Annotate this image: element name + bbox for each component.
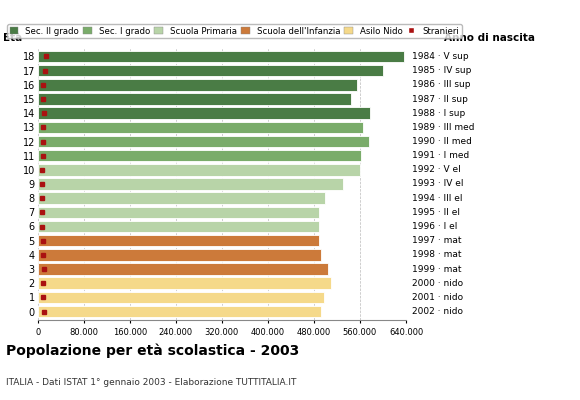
- Text: 2001 · nido: 2001 · nido: [412, 293, 463, 302]
- Text: Popolazione per età scolastica - 2003: Popolazione per età scolastica - 2003: [6, 344, 299, 358]
- Text: 1988 · I sup: 1988 · I sup: [412, 109, 466, 118]
- Text: 1985 · IV sup: 1985 · IV sup: [412, 66, 472, 75]
- Bar: [38, 164, 360, 176]
- Text: 1998 · mat: 1998 · mat: [412, 250, 462, 259]
- Bar: [38, 122, 363, 133]
- Text: 1995 · II el: 1995 · II el: [412, 208, 461, 217]
- Bar: [38, 79, 357, 91]
- Text: 1990 · II med: 1990 · II med: [412, 137, 472, 146]
- Text: 2000 · nido: 2000 · nido: [412, 279, 463, 288]
- Legend: Sec. II grado, Sec. I grado, Scuola Primaria, Scuola dell'Infanzia, Asilo Nido, : Sec. II grado, Sec. I grado, Scuola Prim…: [7, 24, 462, 38]
- Text: Età: Età: [3, 32, 22, 42]
- Bar: [38, 51, 404, 62]
- Bar: [38, 93, 351, 105]
- Bar: [38, 235, 318, 246]
- Bar: [38, 107, 370, 119]
- Bar: [38, 292, 324, 303]
- Text: 1984 · V sup: 1984 · V sup: [412, 52, 469, 61]
- Text: ITALIA - Dati ISTAT 1° gennaio 2003 - Elaborazione TUTTITALIA.IT: ITALIA - Dati ISTAT 1° gennaio 2003 - El…: [6, 378, 296, 387]
- Bar: [38, 277, 331, 289]
- Text: 1986 · III sup: 1986 · III sup: [412, 80, 471, 89]
- Text: 1993 · IV el: 1993 · IV el: [412, 180, 464, 188]
- Text: 1996 · I el: 1996 · I el: [412, 222, 458, 231]
- Text: 1991 · I med: 1991 · I med: [412, 151, 470, 160]
- Text: 1992 · V el: 1992 · V el: [412, 165, 461, 174]
- Text: 1999 · mat: 1999 · mat: [412, 264, 462, 274]
- Text: 1994 · III el: 1994 · III el: [412, 194, 463, 203]
- Text: 2002 · nido: 2002 · nido: [412, 307, 463, 316]
- Bar: [38, 263, 328, 275]
- Bar: [38, 192, 325, 204]
- Bar: [38, 206, 318, 218]
- Bar: [38, 306, 321, 317]
- Bar: [38, 150, 361, 162]
- Text: 1989 · III med: 1989 · III med: [412, 123, 475, 132]
- Text: 1987 · II sup: 1987 · II sup: [412, 94, 468, 104]
- Bar: [38, 136, 369, 147]
- Bar: [38, 65, 383, 76]
- Text: Anno di nascita: Anno di nascita: [444, 32, 535, 42]
- Text: 1997 · mat: 1997 · mat: [412, 236, 462, 245]
- Bar: [38, 221, 318, 232]
- Bar: [38, 178, 343, 190]
- Bar: [38, 249, 321, 261]
